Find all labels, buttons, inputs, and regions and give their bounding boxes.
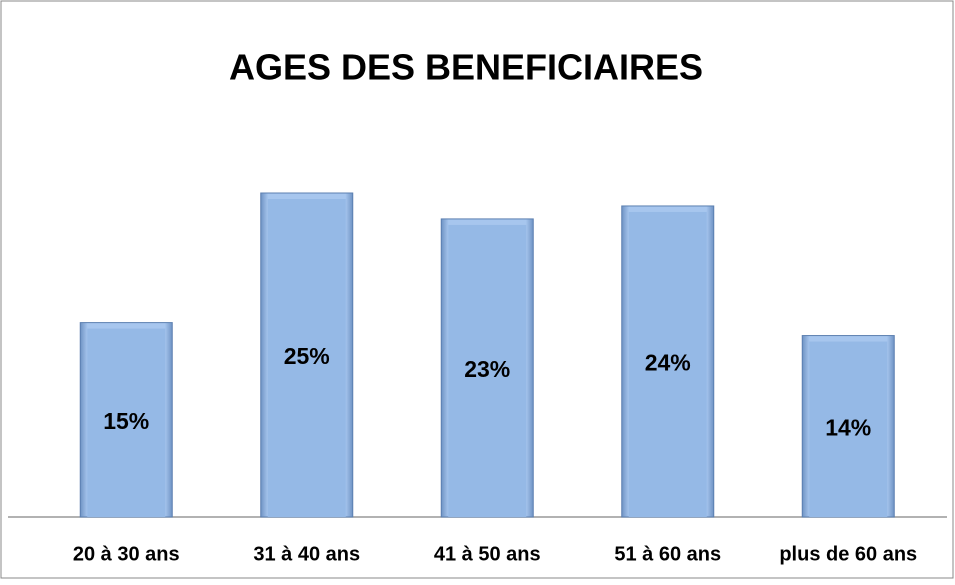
- bar-face: [448, 224, 527, 518]
- value-label: 15%: [103, 408, 149, 434]
- value-label: 14%: [825, 414, 871, 440]
- x-tick-label: plus de 60 ans: [779, 543, 917, 565]
- chart-title: AGES DES BENEFICIAIRES: [229, 47, 703, 88]
- bar-face: [267, 199, 346, 517]
- bar-face: [809, 341, 888, 517]
- value-label: 23%: [464, 356, 510, 382]
- bar-face: [87, 328, 166, 517]
- x-tick-label: 51 à 60 ans: [614, 543, 721, 565]
- x-tick-label: 31 à 40 ans: [253, 543, 360, 565]
- bar-face: [628, 211, 707, 517]
- value-label: 24%: [645, 350, 691, 376]
- x-tick-label: 41 à 50 ans: [434, 543, 541, 565]
- x-tick-label: 20 à 30 ans: [73, 543, 180, 565]
- value-label: 25%: [284, 343, 330, 369]
